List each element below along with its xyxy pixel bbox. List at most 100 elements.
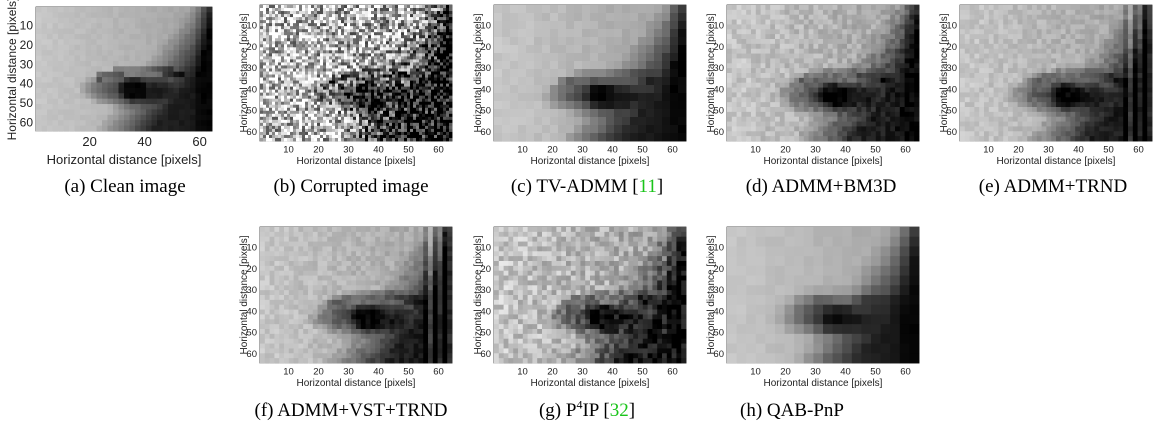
image-pixel <box>362 17 366 21</box>
image-pixel <box>638 13 647 22</box>
image-pixel <box>449 119 453 124</box>
image-pixel <box>784 9 790 16</box>
image-pixel <box>413 107 417 112</box>
image-pixel <box>449 32 453 36</box>
image-pixel <box>395 62 399 66</box>
image-pixel <box>190 66 196 73</box>
image-pixel <box>407 83 411 87</box>
image-pixel <box>803 24 809 30</box>
citation-ref[interactable]: 11 <box>638 176 657 197</box>
image-pixel <box>323 134 327 139</box>
image-pixel <box>622 109 631 118</box>
image-pixel <box>374 74 378 78</box>
image-pixel <box>646 109 655 118</box>
image-pixel <box>377 56 381 60</box>
image-pixel <box>386 89 390 94</box>
image-pixel <box>293 137 297 142</box>
image-pixel <box>362 68 366 72</box>
image-pixel <box>377 53 381 57</box>
image-pixel <box>383 5 387 9</box>
image-pixel <box>449 5 453 9</box>
image-pixel <box>206 7 213 13</box>
image-pixel <box>266 128 270 133</box>
image-pixel <box>526 61 535 70</box>
image-pixel <box>895 58 901 64</box>
image-pixel <box>746 68 752 74</box>
image-pixel <box>201 33 207 40</box>
image-pixel <box>885 43 891 50</box>
image-pixel <box>284 35 288 39</box>
image-pixel <box>311 56 315 60</box>
image-pixel <box>404 68 408 72</box>
image-pixel <box>885 92 891 98</box>
image-pixel <box>392 26 396 30</box>
image-pixel <box>184 60 191 67</box>
image-pixel <box>410 44 414 48</box>
image-pixel <box>895 14 901 20</box>
image-pixel <box>410 56 414 60</box>
image-pixel <box>263 116 267 121</box>
image-pixel <box>875 19 881 25</box>
image-pixel <box>362 20 366 24</box>
image-pixel <box>344 110 348 115</box>
image-pixel <box>320 20 324 24</box>
image-pixel <box>293 20 297 24</box>
image-pixel <box>311 11 315 15</box>
image-pixel <box>731 34 737 40</box>
image-pixel <box>434 77 438 81</box>
image-pixel <box>377 119 381 124</box>
image-pixel <box>347 62 351 66</box>
image-pixel <box>832 24 838 30</box>
image-pixel <box>827 92 833 98</box>
image-pixel <box>278 92 282 97</box>
image-pixel <box>678 109 687 118</box>
image-pixel <box>362 107 366 112</box>
image-pixel <box>74 28 81 35</box>
image-pixel <box>173 82 180 89</box>
image-pixel <box>374 86 378 91</box>
image-pixel <box>302 98 306 103</box>
image-pixel <box>118 104 125 110</box>
image-pixel <box>293 62 297 66</box>
image-pixel <box>386 23 390 27</box>
image-pixel <box>278 104 282 109</box>
image-pixel <box>741 43 747 50</box>
image-pixel <box>323 17 327 21</box>
image-pixel <box>510 53 519 62</box>
image-pixel <box>885 63 891 69</box>
image-pixel <box>85 33 92 40</box>
image-pixel <box>151 60 158 67</box>
image-pixel <box>443 122 447 127</box>
image-pixel <box>425 119 429 124</box>
image-pixel <box>510 45 519 54</box>
image-pixel <box>410 128 414 133</box>
image-pixel <box>440 35 444 39</box>
image-pixel <box>74 33 81 40</box>
y-tick-label: 30 <box>20 57 34 71</box>
image-pixel <box>151 87 158 94</box>
image-pixel <box>326 80 330 84</box>
image-pixel <box>69 125 75 132</box>
image-pixel <box>410 83 414 87</box>
image-pixel <box>317 56 321 60</box>
image-pixel <box>129 28 136 35</box>
image-pixel <box>260 17 264 21</box>
image-pixel <box>296 56 300 60</box>
image-pixel <box>727 43 733 50</box>
image-pixel <box>431 29 435 33</box>
image-pixel <box>823 82 829 88</box>
image-pixel <box>803 63 809 69</box>
image-pixel <box>96 93 103 100</box>
image-pixel <box>443 26 447 30</box>
image-pixel <box>329 122 333 127</box>
image-pixel <box>302 14 306 18</box>
image-pixel <box>326 38 330 42</box>
image-pixel <box>425 110 429 115</box>
image-pixel <box>326 35 330 39</box>
image-pixel <box>736 77 742 84</box>
image-pixel <box>323 128 327 133</box>
image-pixel <box>308 59 312 63</box>
image-pixel <box>422 23 426 27</box>
image-pixel <box>266 14 270 18</box>
